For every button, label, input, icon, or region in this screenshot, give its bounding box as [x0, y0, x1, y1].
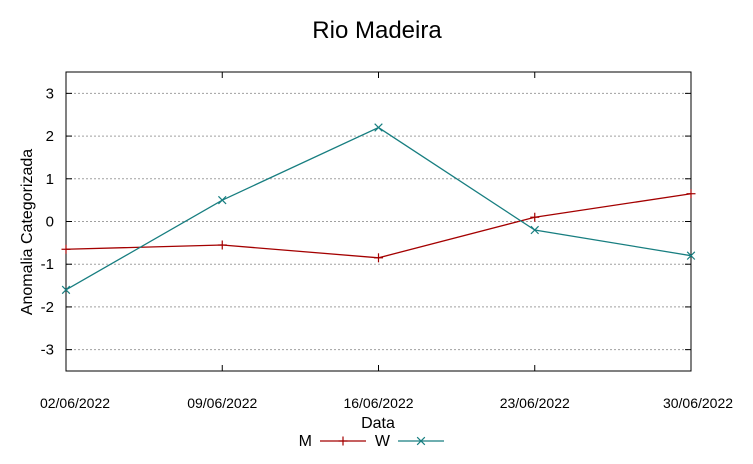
- y-tick-label: -2: [41, 299, 54, 316]
- y-tick-label: 0: [46, 214, 54, 231]
- y-tick-label: -1: [41, 256, 54, 273]
- data-point-marker: [218, 195, 227, 205]
- series-line-m: [65, 193, 692, 259]
- grid-lines: [66, 92, 691, 351]
- x-tick-label: 09/06/2022: [187, 395, 257, 411]
- data-point-marker: [61, 285, 71, 295]
- data-point-marker: [416, 436, 426, 446]
- y-tick-label: 3: [46, 85, 54, 102]
- y-axis-label: Anomalia Categorizada: [19, 149, 36, 315]
- x-tick-label: 02/06/2022: [40, 395, 110, 411]
- series-layer: [61, 123, 696, 295]
- x-axis-label: Data: [361, 415, 395, 432]
- data-point-marker: [686, 251, 696, 260]
- y-tick-label: -3: [41, 342, 54, 359]
- y-tick-label: 1: [46, 171, 54, 188]
- x-tick-label: 23/06/2022: [500, 395, 570, 411]
- x-tick-label: 16/06/2022: [343, 395, 413, 411]
- chart-title: Rio Madeira: [312, 17, 442, 44]
- data-point-marker: [530, 225, 539, 235]
- legend-label-w: W: [375, 433, 391, 450]
- y-axis-ticks: 3 2 1 0 -1 -2 -3: [41, 85, 691, 359]
- y-tick-label: 2: [46, 128, 54, 145]
- x-tick-label: 30/06/2022: [663, 395, 733, 411]
- series-m: [61, 189, 696, 263]
- series-line-w: [65, 126, 692, 291]
- legend-label-m: M: [299, 433, 312, 450]
- x-axis-ticks: 02/06/2022 09/06/2022 16/06/2022 23/06/2022…: [40, 72, 733, 411]
- data-point-marker: [374, 123, 383, 132]
- series-w: [61, 123, 696, 295]
- plot-area-frame: [65, 71, 692, 372]
